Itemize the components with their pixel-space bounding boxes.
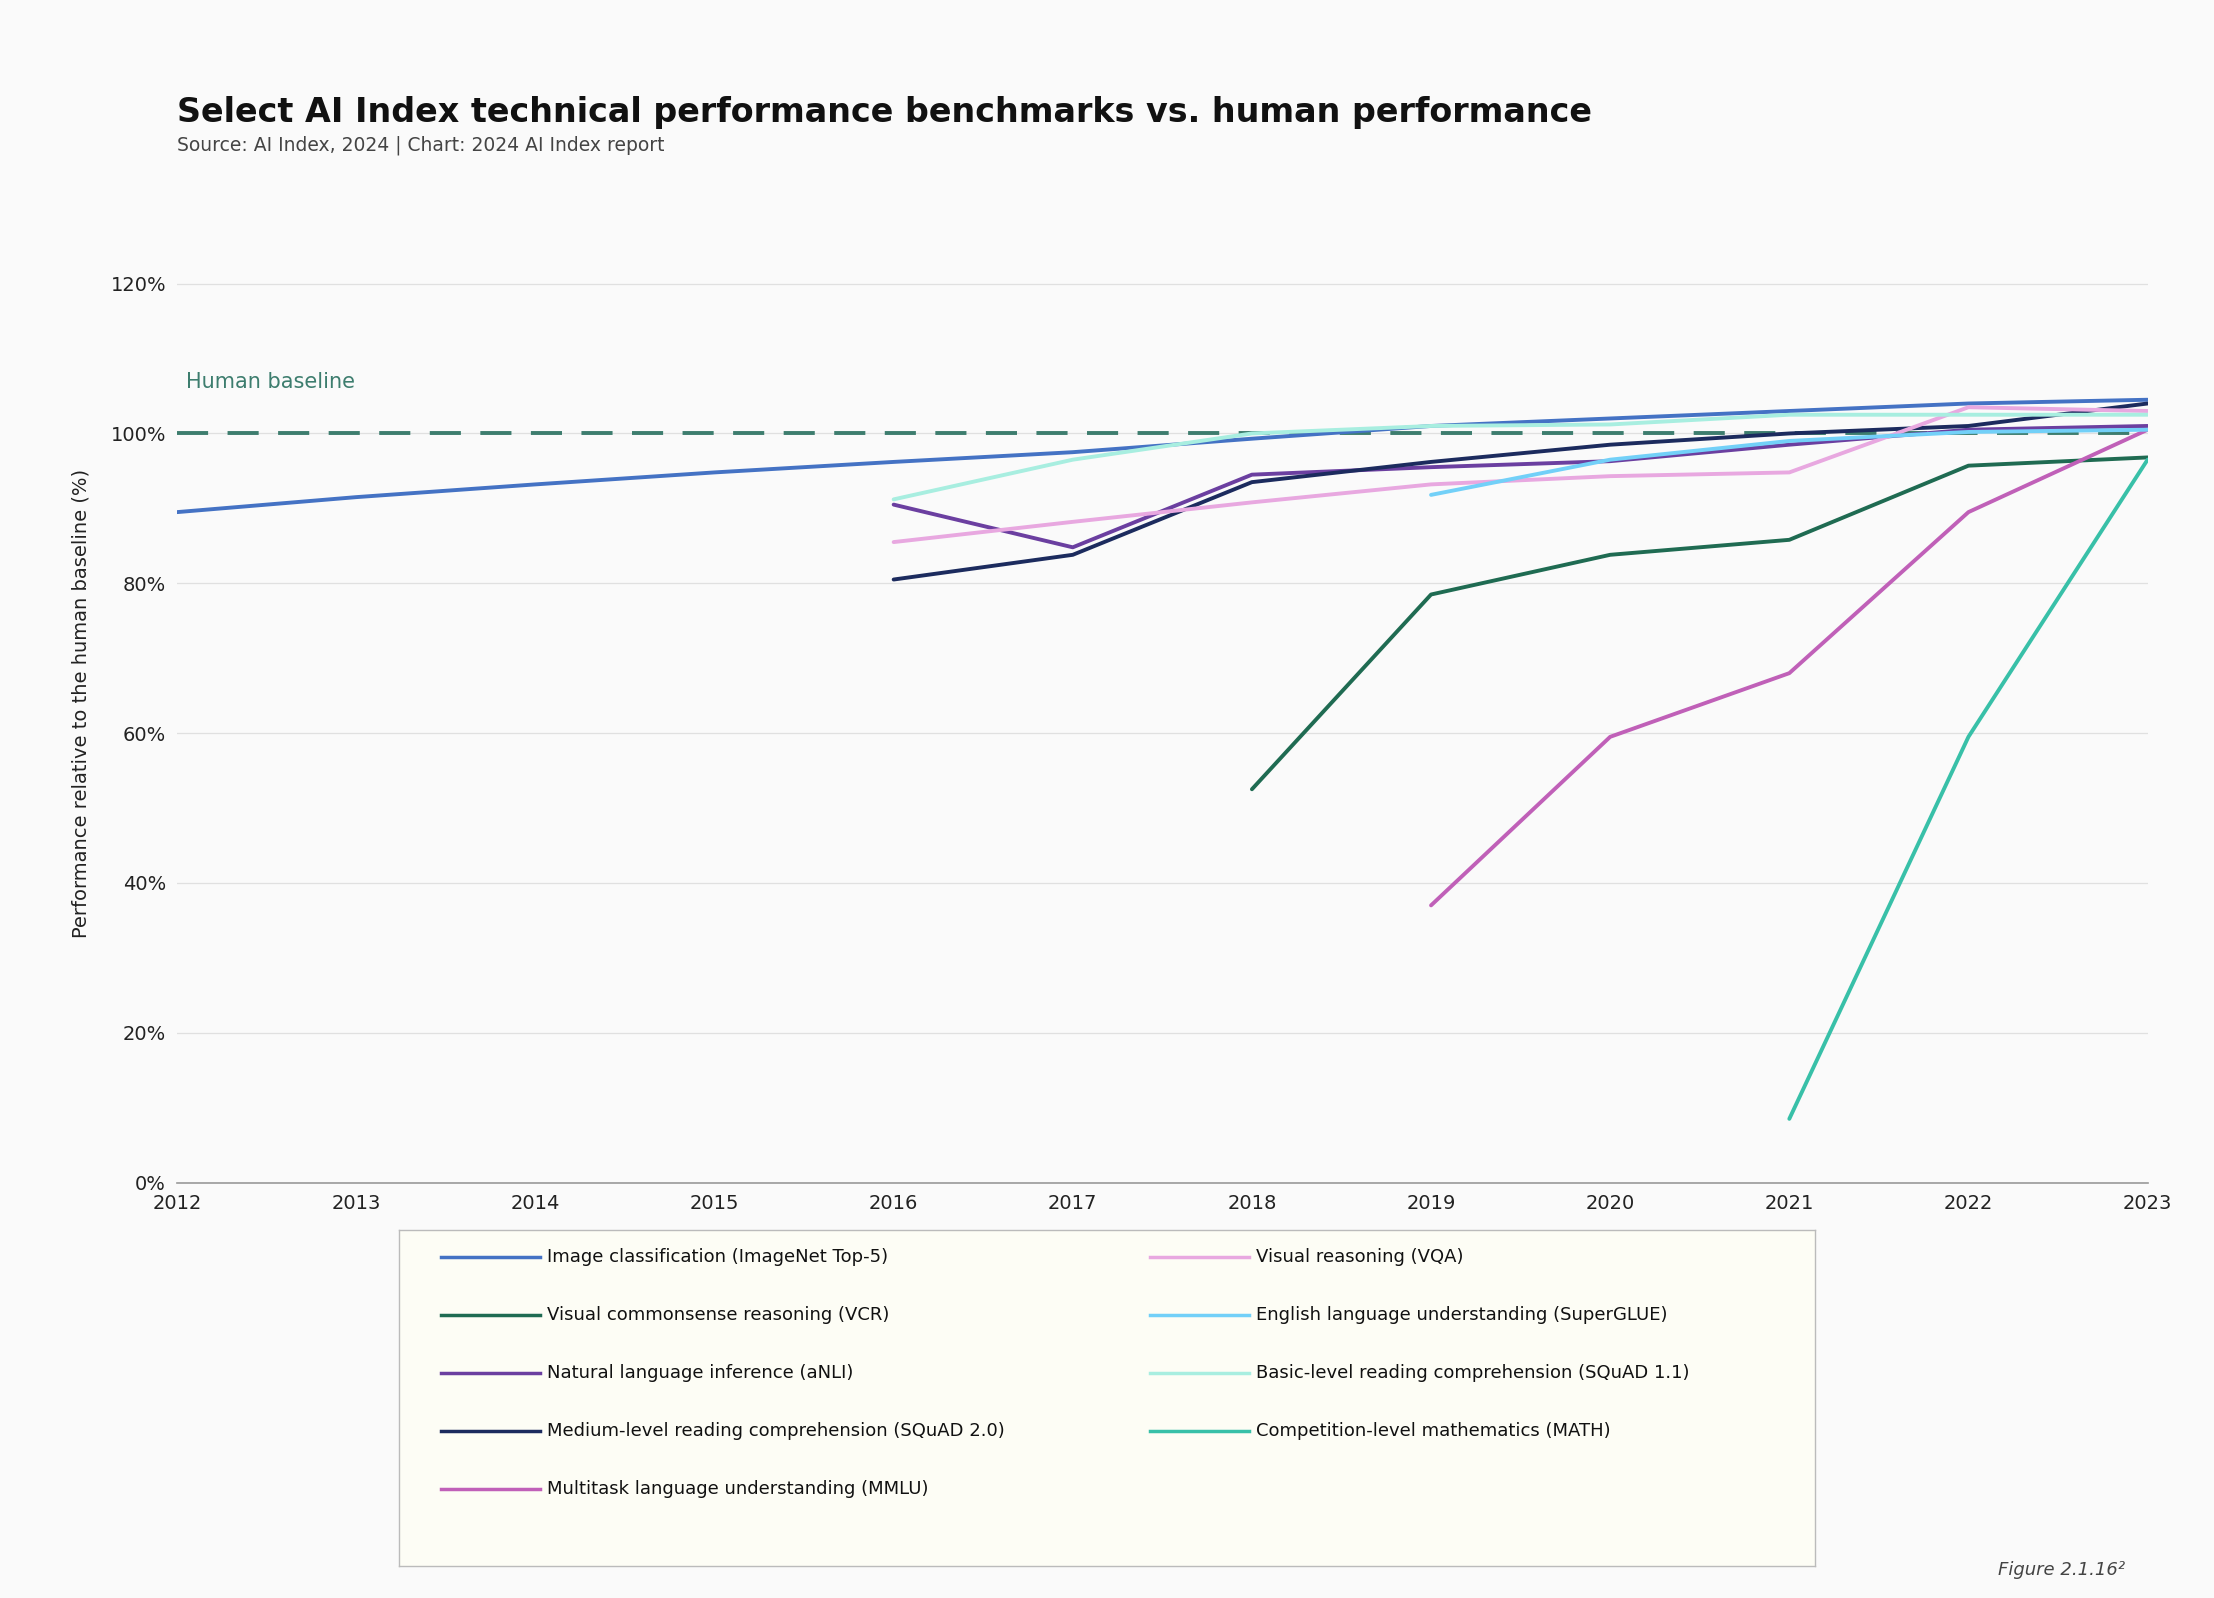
Text: Competition-level mathematics (MATH): Competition-level mathematics (MATH) (1255, 1422, 1610, 1440)
Text: Visual reasoning (VQA): Visual reasoning (VQA) (1255, 1248, 1463, 1266)
Text: Multitask language understanding (MMLU): Multitask language understanding (MMLU) (547, 1480, 930, 1497)
Text: Basic-level reading comprehension (SQuAD 1.1): Basic-level reading comprehension (SQuAD… (1255, 1365, 1689, 1382)
Text: English language understanding (SuperGLUE): English language understanding (SuperGLU… (1255, 1306, 1667, 1325)
Text: Medium-level reading comprehension (SQuAD 2.0): Medium-level reading comprehension (SQuA… (547, 1422, 1005, 1440)
Text: Source: AI Index, 2024 | Chart: 2024 AI Index report: Source: AI Index, 2024 | Chart: 2024 AI … (177, 136, 664, 155)
Text: Figure 2.1.16²: Figure 2.1.16² (1999, 1561, 2125, 1579)
Text: Image classification (ImageNet Top-5): Image classification (ImageNet Top-5) (547, 1248, 888, 1266)
Y-axis label: Performance relative to the human baseline (%): Performance relative to the human baseli… (71, 468, 91, 938)
Text: Natural language inference (aNLI): Natural language inference (aNLI) (547, 1365, 855, 1382)
Text: Visual commonsense reasoning (VCR): Visual commonsense reasoning (VCR) (547, 1306, 890, 1325)
Text: Human baseline: Human baseline (186, 372, 354, 392)
Text: Select AI Index technical performance benchmarks vs. human performance: Select AI Index technical performance be… (177, 96, 1592, 129)
